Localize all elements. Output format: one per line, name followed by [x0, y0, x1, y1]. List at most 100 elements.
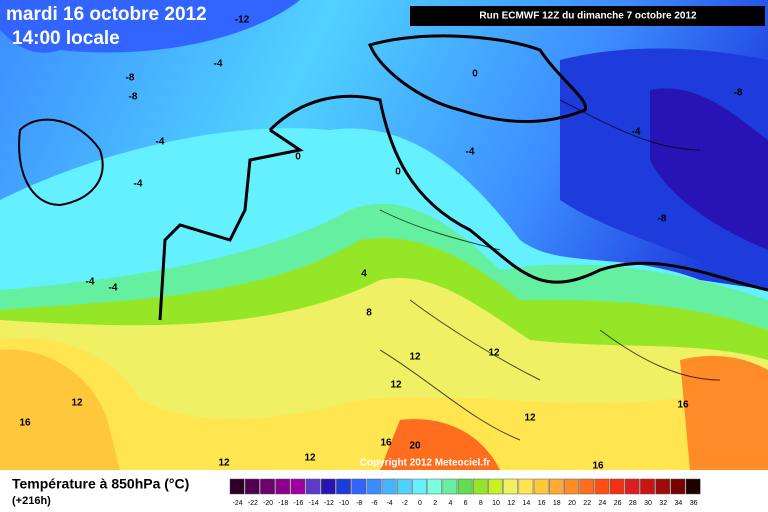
colorbar-cell — [655, 478, 671, 495]
contour-label: -8 — [126, 73, 135, 84]
run-box — [410, 6, 765, 26]
map — [0, 0, 768, 470]
colorbar-label: -2 — [402, 500, 408, 507]
colorbar-cell — [518, 478, 534, 495]
colorbar-label: -18 — [278, 500, 288, 507]
colorbar-label: 32 — [659, 500, 667, 507]
colorbar-label: -22 — [248, 500, 258, 507]
colorbar-cell — [412, 478, 427, 495]
colorbar-cell — [609, 478, 625, 495]
colorbar-label: 6 — [464, 500, 468, 507]
colorbar-cell — [229, 478, 245, 495]
colorbar-cell — [442, 478, 458, 495]
contour-label: 4 — [361, 269, 367, 280]
contour-label: 8 — [366, 308, 372, 319]
contour-label: -4 — [86, 277, 95, 288]
contour-label: -4 — [466, 147, 475, 158]
contour-label: 0 — [395, 167, 401, 178]
contour-label: -4 — [214, 59, 223, 70]
colorbar-label: -12 — [324, 500, 334, 507]
contour-label: 12 — [390, 380, 402, 391]
colorbar-label: 16 — [538, 500, 546, 507]
colorbar-cell — [320, 478, 336, 495]
contour-label: 16 — [677, 400, 689, 411]
colorbar-label: 10 — [492, 500, 500, 507]
colorbar: -24 -22 -20 -18 -16 -14 -12 -10 -8 -6 -4 -2 0 2 4 6 8 10 1… — [229, 478, 701, 507]
colorbar-label: 20 — [568, 500, 576, 507]
colorbar-label: 2 — [433, 500, 437, 507]
contour-label: 16 — [592, 461, 604, 472]
contour-labels: -12 -4 -8 -8 -4 -4 -4 -4 0 0 -4 0 -4 -8 4 8 12 12 12 12 16 12… — [19, 15, 742, 472]
colorbar-cell — [503, 478, 519, 495]
colorbar-label: -14 — [309, 500, 319, 507]
contour-label: -8 — [734, 88, 743, 99]
colorbar-label: 4 — [448, 500, 452, 507]
contour-label: 16 — [380, 438, 392, 449]
colorbar-cell — [594, 478, 610, 495]
colorbar-label: 14 — [523, 500, 531, 507]
colorbar-cell — [457, 478, 473, 495]
colorbar-cell — [244, 478, 260, 495]
colorbar-cell — [427, 478, 443, 495]
contour-label: -4 — [156, 137, 165, 148]
contour-label: 0 — [472, 69, 478, 80]
colorbar-cell — [305, 478, 321, 495]
colorbar-cell — [275, 478, 291, 495]
colorbar-cell — [548, 478, 564, 495]
colorbar-label: -16 — [293, 500, 303, 507]
colorbar-label: 36 — [690, 500, 698, 507]
contour-label: 20 — [409, 441, 421, 452]
colorbar-label: -10 — [339, 500, 349, 507]
colorbar-cell — [579, 478, 595, 495]
lead-time: (+216h) — [12, 495, 51, 507]
colorbar-label: 0 — [418, 500, 422, 507]
colorbar-cell — [260, 478, 275, 495]
contour-label: -4 — [134, 179, 143, 190]
colorbar-cell — [488, 478, 503, 495]
colorbar-label: -24 — [233, 500, 243, 507]
colorbar-label: 8 — [479, 500, 483, 507]
colorbar-cell — [533, 478, 549, 495]
colorbar-label: 26 — [614, 500, 622, 507]
legend-title: Température à 850hPa (°C) — [12, 476, 189, 492]
contour-label: 12 — [218, 458, 230, 469]
colorbar-label: -20 — [263, 500, 273, 507]
colorbar-cell — [290, 478, 306, 495]
contour-label: 12 — [71, 398, 83, 409]
colorbar-label: 12 — [507, 500, 515, 507]
colorbar-label: 28 — [629, 500, 637, 507]
contour-label: -8 — [129, 92, 138, 103]
contour-label: 12 — [524, 413, 536, 424]
map-time: 14:00 locale — [12, 28, 120, 49]
colorbar-label: -8 — [356, 500, 362, 507]
contour-label: -8 — [658, 214, 667, 225]
contour-label: 12 — [304, 453, 316, 464]
contour-label: -4 — [109, 283, 118, 294]
colorbar-cell — [351, 478, 367, 495]
map-title: mardi 16 octobre 2012 — [6, 4, 207, 25]
colorbar-cell — [685, 478, 701, 495]
contour-label: 16 — [19, 418, 31, 429]
colorbar-cell — [336, 478, 351, 495]
colorbar-label: -4 — [386, 500, 392, 507]
colorbar-label: 18 — [553, 500, 561, 507]
contour-label: -12 — [235, 15, 250, 26]
colorbar-label: 22 — [583, 500, 591, 507]
colorbar-cell — [640, 478, 655, 495]
colorbar-cell — [472, 478, 488, 495]
contour-label: 0 — [295, 152, 301, 163]
colorbar-label: 30 — [644, 500, 652, 507]
colorbar-label: 24 — [599, 500, 607, 507]
contour-label: 12 — [409, 352, 421, 363]
colorbar-cell — [396, 478, 412, 495]
colorbar-cell — [624, 478, 640, 495]
contour-label: -4 — [632, 127, 641, 138]
colorbar-label: 34 — [675, 500, 683, 507]
colorbar-cell — [366, 478, 382, 495]
colorbar-cell — [564, 478, 579, 495]
colorbar-cell — [381, 478, 397, 495]
run-info: Run ECMWF 12Z du dimanche 7 octobre 2012 — [479, 11, 697, 22]
copyright: Copyright 2012 Meteociel.fr — [360, 458, 491, 469]
colorbar-cell — [670, 478, 686, 495]
